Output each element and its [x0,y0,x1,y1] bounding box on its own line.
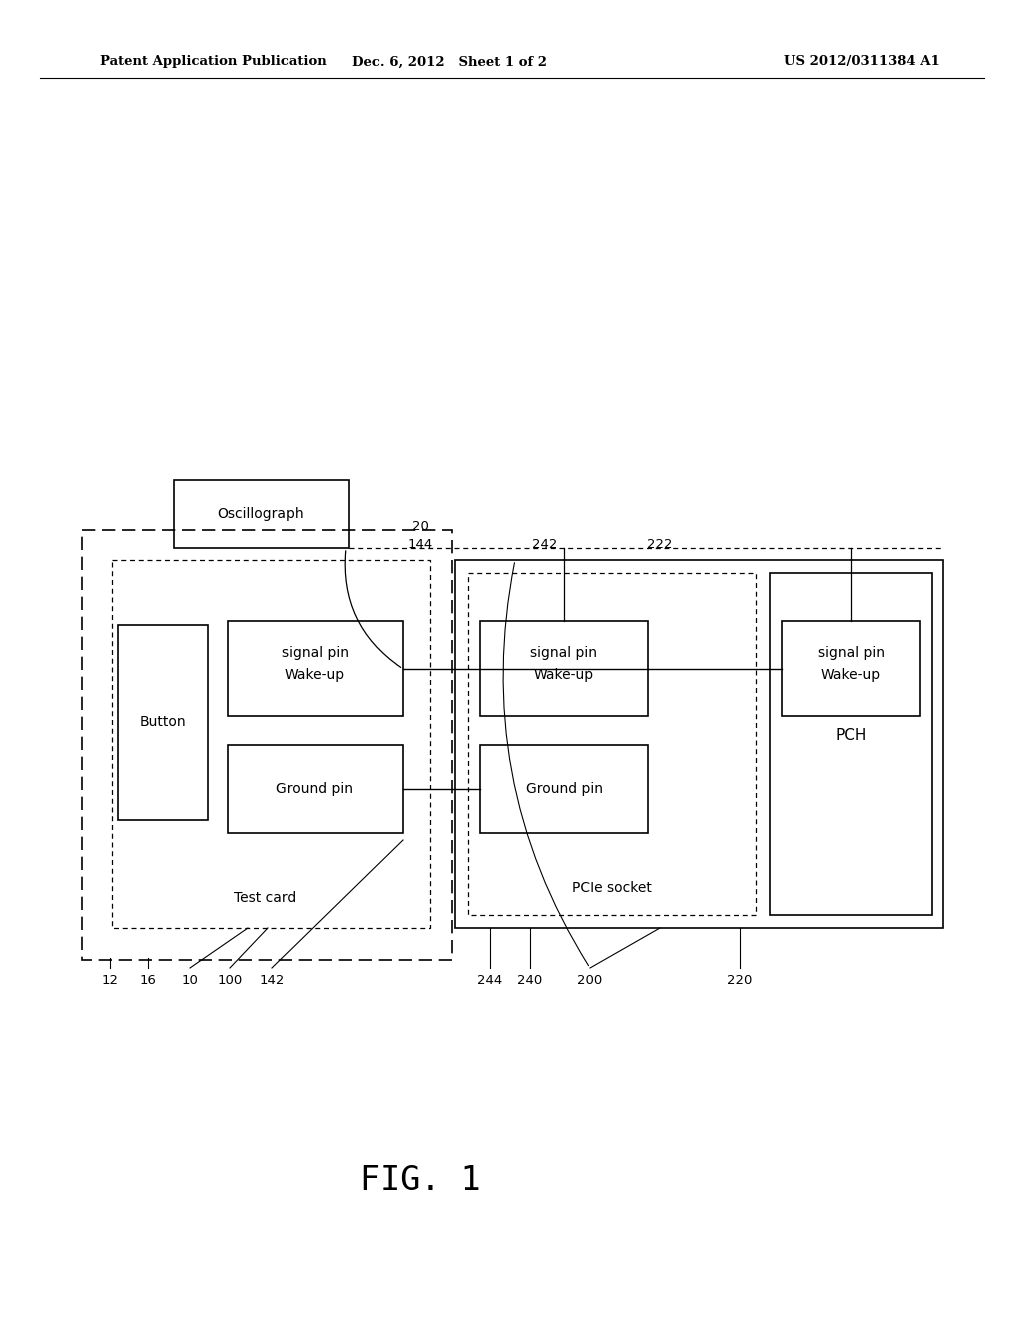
Text: 20: 20 [412,520,428,533]
Text: 10: 10 [181,974,199,986]
Bar [174,480,349,548]
Text: Ground pin: Ground pin [525,781,602,796]
Text: 220: 220 [727,974,753,986]
Text: Wake-up: Wake-up [821,668,881,682]
Text: Oscillograph: Oscillograph [218,507,304,521]
Bar [480,744,648,833]
Text: Button: Button [139,715,186,729]
Text: PCH: PCH [836,727,866,742]
Bar [118,624,208,820]
Text: Wake-up: Wake-up [534,668,594,682]
Text: 12: 12 [101,974,119,986]
Bar [782,620,920,715]
Text: 100: 100 [217,974,243,986]
Text: 242: 242 [532,539,558,552]
Text: Ground pin: Ground pin [276,781,353,796]
Bar [455,560,943,928]
Text: Wake-up: Wake-up [285,668,345,682]
Bar [112,560,430,928]
Text: 144: 144 [408,539,432,552]
Text: US 2012/0311384 A1: US 2012/0311384 A1 [784,55,940,69]
Text: Patent Application Publication: Patent Application Publication [100,55,327,69]
Bar [468,573,756,915]
Bar [228,744,403,833]
Text: signal pin: signal pin [530,645,597,660]
Text: signal pin: signal pin [817,645,885,660]
Text: 200: 200 [578,974,603,986]
Text: Dec. 6, 2012   Sheet 1 of 2: Dec. 6, 2012 Sheet 1 of 2 [352,55,548,69]
Text: 222: 222 [647,539,673,552]
Text: 244: 244 [477,974,503,986]
Text: Test card: Test card [233,891,296,906]
Text: 240: 240 [517,974,543,986]
Bar [228,620,403,715]
Bar [770,573,932,915]
Text: 16: 16 [139,974,157,986]
Text: FIG. 1: FIG. 1 [359,1163,480,1196]
Text: PCIe socket: PCIe socket [572,880,652,895]
Text: signal pin: signal pin [282,645,348,660]
Bar [480,620,648,715]
Text: 142: 142 [259,974,285,986]
Bar [82,531,452,960]
